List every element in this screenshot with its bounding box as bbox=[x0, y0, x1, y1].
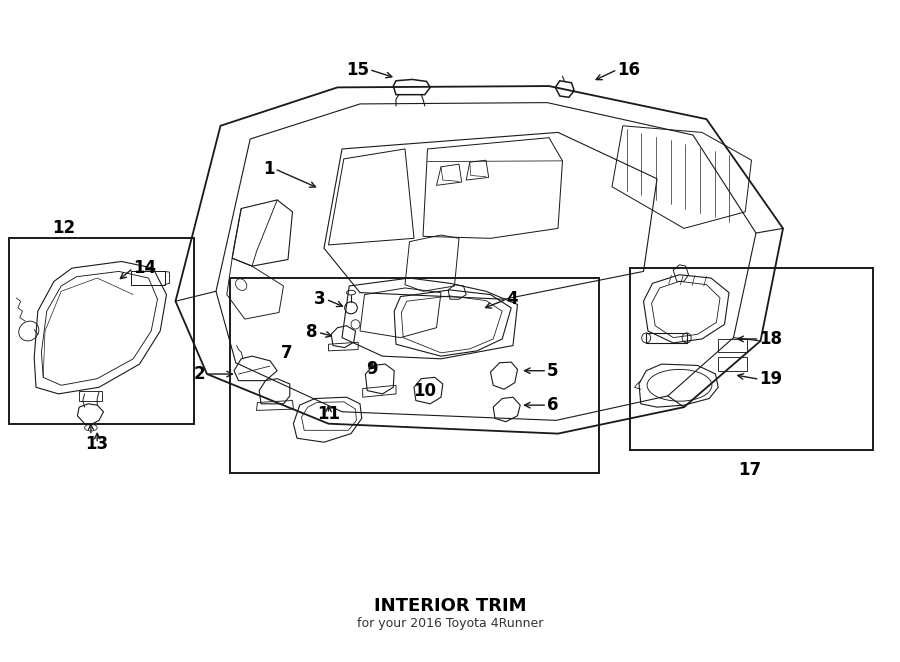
Text: 15: 15 bbox=[346, 60, 369, 79]
Text: 6: 6 bbox=[547, 396, 559, 414]
Text: 9: 9 bbox=[366, 360, 377, 379]
Bar bbox=[630, 268, 873, 450]
Text: 19: 19 bbox=[760, 370, 783, 389]
Bar bbox=[9, 238, 194, 424]
Text: 12: 12 bbox=[52, 219, 76, 238]
Text: 18: 18 bbox=[760, 330, 783, 348]
Text: 10: 10 bbox=[413, 381, 436, 400]
Text: for your 2016 Toyota 4Runner: for your 2016 Toyota 4Runner bbox=[356, 617, 544, 630]
Text: 17: 17 bbox=[738, 461, 761, 479]
Text: 13: 13 bbox=[86, 434, 109, 453]
Text: 14: 14 bbox=[133, 259, 157, 277]
Text: 11: 11 bbox=[317, 404, 340, 423]
Text: 4: 4 bbox=[507, 290, 518, 308]
Bar bbox=[718, 339, 747, 352]
Text: 5: 5 bbox=[547, 361, 559, 380]
Bar bbox=[130, 271, 165, 285]
Bar bbox=[79, 391, 102, 401]
Bar bbox=[646, 333, 687, 343]
Text: 1: 1 bbox=[263, 160, 274, 178]
Bar bbox=[230, 278, 598, 473]
Text: 16: 16 bbox=[617, 60, 641, 79]
Text: 8: 8 bbox=[306, 323, 318, 342]
Text: 7: 7 bbox=[281, 344, 292, 362]
Text: 2: 2 bbox=[194, 365, 205, 383]
Text: INTERIOR TRIM: INTERIOR TRIM bbox=[374, 596, 526, 615]
Text: 3: 3 bbox=[314, 290, 326, 308]
Bar bbox=[718, 357, 747, 371]
